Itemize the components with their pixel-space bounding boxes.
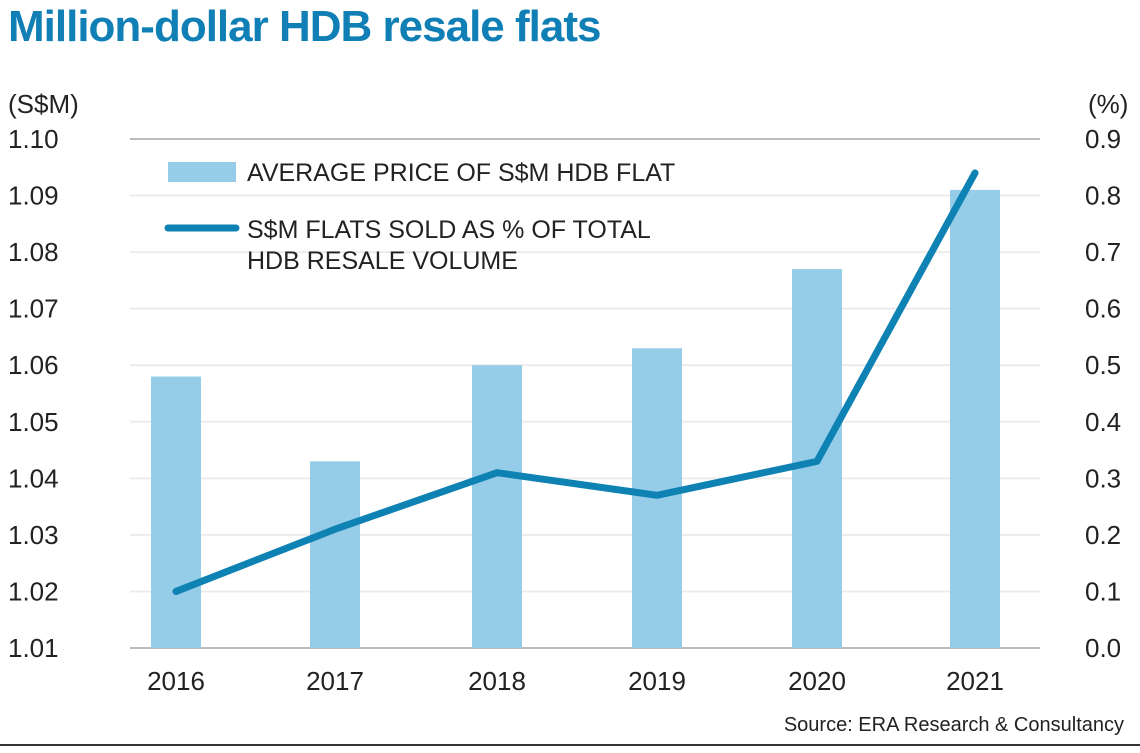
line-series xyxy=(172,169,979,595)
left-tick-label: 1.04 xyxy=(8,463,59,493)
left-tick-label: 1.10 xyxy=(8,124,59,154)
x-tick-label: 2017 xyxy=(306,666,364,696)
left-tick-label: 1.03 xyxy=(8,520,59,550)
left-tick-label: 1.01 xyxy=(8,633,59,663)
legend-bar-label: AVERAGE PRICE OF S$M HDB FLAT xyxy=(247,159,675,187)
bar-2018 xyxy=(472,365,522,648)
left-tick-label: 1.08 xyxy=(8,237,59,267)
right-tick-label: 0.2 xyxy=(1085,520,1121,550)
legend-bar-swatch xyxy=(168,162,236,182)
x-tick-label: 2020 xyxy=(788,666,846,696)
right-tick-label: 0.8 xyxy=(1085,181,1121,211)
left-tick-label: 1.07 xyxy=(8,294,59,324)
right-tick-label: 0.6 xyxy=(1085,294,1121,324)
right-axis-label: (%) xyxy=(1088,89,1128,119)
right-tick-label: 0.0 xyxy=(1085,633,1121,663)
left-tick-label: 1.09 xyxy=(8,181,59,211)
chart-title: Million-dollar HDB resale flats xyxy=(8,2,601,51)
source-note: Source: ERA Research & Consultancy xyxy=(783,714,1124,736)
left-tick-label: 1.06 xyxy=(8,350,59,380)
bar-2017 xyxy=(310,461,360,648)
left-axis-label: (S$M) xyxy=(8,89,79,119)
bar-2016 xyxy=(151,376,201,648)
legend-line-label-1: S$M FLATS SOLD AS % OF TOTAL xyxy=(247,216,651,244)
right-tick-label: 0.5 xyxy=(1085,350,1121,380)
bottom-rule xyxy=(0,744,1140,746)
right-tick-label: 0.4 xyxy=(1085,407,1121,437)
right-tick-label: 0.9 xyxy=(1085,124,1121,154)
left-tick-label: 1.02 xyxy=(8,576,59,606)
left-tick-label: 1.05 xyxy=(8,407,59,437)
x-tick-label: 2021 xyxy=(946,666,1004,696)
bar-2021 xyxy=(950,189,1000,648)
right-tick-label: 0.1 xyxy=(1085,576,1121,606)
legend-line-label-2: HDB RESALE VOLUME xyxy=(247,247,518,275)
right-tick-label: 0.7 xyxy=(1085,237,1121,267)
x-tick-label: 2018 xyxy=(468,666,526,696)
x-tick-label: 2019 xyxy=(628,666,686,696)
x-tick-label: 2016 xyxy=(147,666,205,696)
right-tick-label: 0.3 xyxy=(1085,463,1121,493)
